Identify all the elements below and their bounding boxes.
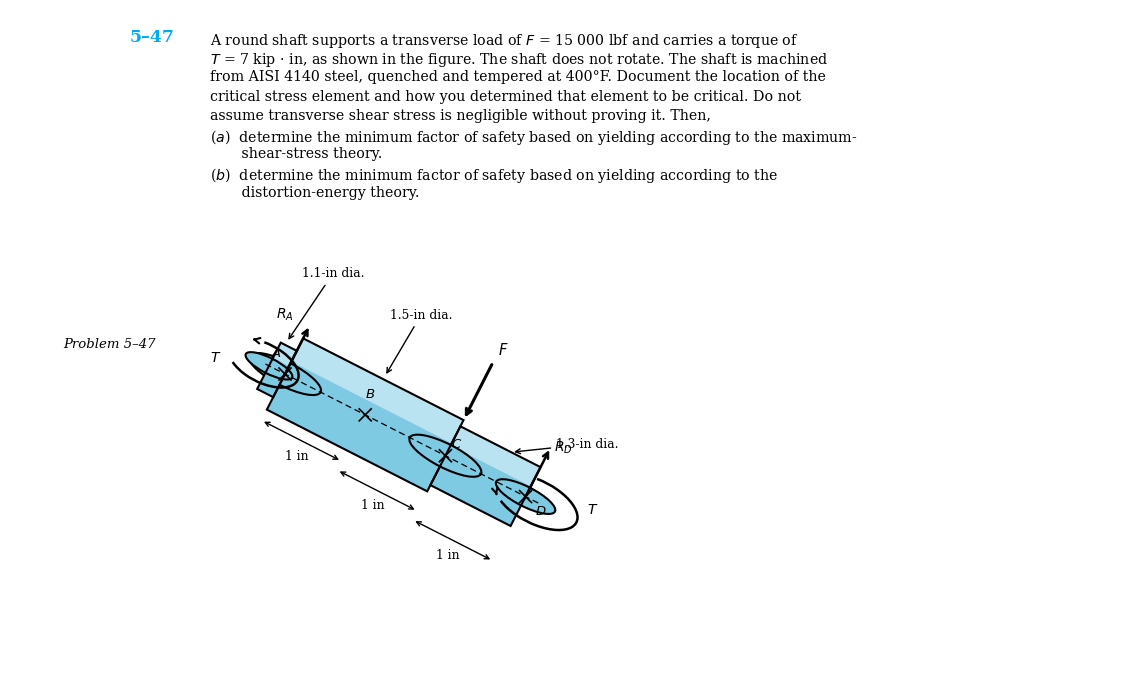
- Text: 5–47: 5–47: [130, 29, 175, 46]
- Text: 1.1-in dia.: 1.1-in dia.: [289, 267, 364, 339]
- Text: $D$: $D$: [535, 505, 546, 518]
- Ellipse shape: [249, 353, 321, 395]
- Text: 1 in: 1 in: [361, 499, 384, 512]
- Text: from AISI 4140 steel, quenched and tempered at 400°F. Document the location of t: from AISI 4140 steel, quenched and tempe…: [210, 70, 826, 84]
- Text: assume transverse shear stress is negligible without proving it. Then,: assume transverse shear stress is neglig…: [210, 109, 711, 123]
- Ellipse shape: [415, 438, 475, 473]
- Text: $F$: $F$: [498, 342, 508, 358]
- Text: critical stress element and how you determined that element to be critical. Do n: critical stress element and how you dete…: [210, 90, 801, 103]
- Text: ($b$)  determine the minimum factor of safety based on yielding according to the: ($b$) determine the minimum factor of sa…: [210, 166, 778, 185]
- Text: distortion-energy theory.: distortion-energy theory.: [210, 185, 420, 200]
- Text: $R_D$: $R_D$: [554, 439, 572, 456]
- Text: $B$: $B$: [365, 388, 375, 401]
- Text: $A$: $A$: [271, 347, 281, 360]
- Polygon shape: [267, 339, 463, 491]
- Text: shear-stress theory.: shear-stress theory.: [210, 147, 382, 161]
- Polygon shape: [257, 343, 297, 397]
- Text: 1.3-in dia.: 1.3-in dia.: [515, 438, 618, 453]
- Text: Problem 5–47: Problem 5–47: [63, 337, 156, 350]
- Text: $R_A$: $R_A$: [276, 306, 294, 323]
- Text: 1 in: 1 in: [286, 449, 309, 462]
- Text: $T$: $T$: [210, 351, 221, 365]
- Text: 1.5-in dia.: 1.5-in dia.: [387, 308, 452, 373]
- Polygon shape: [451, 426, 540, 486]
- Polygon shape: [273, 343, 297, 366]
- Text: $T$: $T$: [587, 503, 599, 517]
- Ellipse shape: [409, 434, 482, 477]
- Text: ($a$)  determine the minimum factor of safety based on yielding according to the: ($a$) determine the minimum factor of sa…: [210, 128, 857, 147]
- Ellipse shape: [245, 352, 292, 380]
- Ellipse shape: [496, 479, 555, 514]
- Polygon shape: [430, 426, 540, 526]
- Polygon shape: [291, 339, 463, 443]
- Text: $C$: $C$: [452, 438, 462, 451]
- Text: A round shaft supports a transverse load of $F$ = 15 000 lbf and carries a torqu: A round shaft supports a transverse load…: [210, 32, 798, 50]
- Text: $T$ = 7 kip $\cdot$ in, as shown in the figure. The shaft does not rotate. The s: $T$ = 7 kip $\cdot$ in, as shown in the …: [210, 51, 828, 69]
- Text: 1 in: 1 in: [437, 549, 460, 562]
